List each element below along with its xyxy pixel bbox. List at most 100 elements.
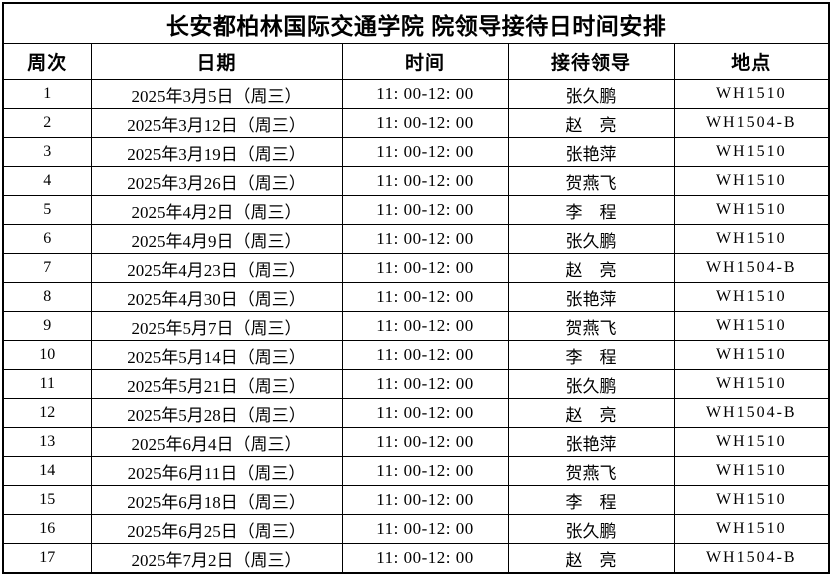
time-cell: 11: 00-12: 00 (341, 485, 509, 515)
table-header-row: 周次 日期 时间 接待领导 地点 (2, 43, 830, 80)
date-cell: 2025年3月26日（周三） (90, 166, 343, 196)
leader-cell: 张久鹏 (507, 224, 675, 254)
location-cell: WH1510 (673, 137, 830, 167)
time-cell: 11: 00-12: 00 (341, 398, 509, 428)
table-row: 8 2025年4月30日（周三） 11: 00-12: 00 张艳萍 WH151… (2, 282, 830, 312)
time-cell: 11: 00-12: 00 (341, 369, 509, 399)
table-row: 12 2025年5月28日（周三） 11: 00-12: 00 赵 亮 WH15… (2, 398, 830, 428)
date-cell: 2025年3月5日（周三） (90, 79, 343, 109)
week-cell: 17 (2, 543, 92, 574)
time-cell: 11: 00-12: 00 (341, 108, 509, 138)
leader-cell: 贺燕飞 (507, 456, 675, 486)
table-row: 15 2025年6月18日（周三） 11: 00-12: 00 李 程 WH15… (2, 485, 830, 515)
leader-cell: 赵 亮 (507, 253, 675, 283)
week-cell: 4 (2, 166, 92, 196)
time-cell: 11: 00-12: 00 (341, 456, 509, 486)
table-row: 10 2025年5月14日（周三） 11: 00-12: 00 李 程 WH15… (2, 340, 830, 370)
location-cell: WH1504-B (673, 543, 830, 574)
week-cell: 1 (2, 79, 92, 109)
table-row: 16 2025年6月25日（周三） 11: 00-12: 00 张久鹏 WH15… (2, 514, 830, 544)
location-cell: WH1504-B (673, 108, 830, 138)
week-cell: 14 (2, 456, 92, 486)
page-title: 长安都柏林国际交通学院 院领导接待日时间安排 (2, 2, 830, 44)
location-cell: WH1510 (673, 224, 830, 254)
time-cell: 11: 00-12: 00 (341, 311, 509, 341)
leader-cell: 张久鹏 (507, 514, 675, 544)
location-cell: WH1504-B (673, 398, 830, 428)
leader-cell: 赵 亮 (507, 543, 675, 574)
leader-cell: 李 程 (507, 195, 675, 225)
date-cell: 2025年4月2日（周三） (90, 195, 343, 225)
location-cell: WH1510 (673, 340, 830, 370)
table-row: 11 2025年5月21日（周三） 11: 00-12: 00 张久鹏 WH15… (2, 369, 830, 399)
date-cell: 2025年6月11日（周三） (90, 456, 343, 486)
location-cell: WH1510 (673, 485, 830, 515)
week-cell: 12 (2, 398, 92, 428)
table-row: 9 2025年5月7日（周三） 11: 00-12: 00 贺燕飞 WH1510 (2, 311, 830, 341)
table-row: 13 2025年6月4日（周三） 11: 00-12: 00 张艳萍 WH151… (2, 427, 830, 457)
table-row: 14 2025年6月11日（周三） 11: 00-12: 00 贺燕飞 WH15… (2, 456, 830, 486)
week-cell: 11 (2, 369, 92, 399)
date-cell: 2025年5月7日（周三） (90, 311, 343, 341)
table-body: 1 2025年3月5日（周三） 11: 00-12: 00 张久鹏 WH1510… (2, 79, 830, 574)
table-row: 6 2025年4月9日（周三） 11: 00-12: 00 张久鹏 WH1510 (2, 224, 830, 254)
date-cell: 2025年7月2日（周三） (90, 543, 343, 574)
time-cell: 11: 00-12: 00 (341, 427, 509, 457)
location-cell: WH1510 (673, 166, 830, 196)
table-row: 1 2025年3月5日（周三） 11: 00-12: 00 张久鹏 WH1510 (2, 79, 830, 109)
table-row: 5 2025年4月2日（周三） 11: 00-12: 00 李 程 WH1510 (2, 195, 830, 225)
leader-cell: 张艳萍 (507, 427, 675, 457)
time-cell: 11: 00-12: 00 (341, 282, 509, 312)
column-header-week: 周次 (2, 43, 92, 80)
week-cell: 5 (2, 195, 92, 225)
leader-cell: 贺燕飞 (507, 311, 675, 341)
leader-cell: 张久鹏 (507, 79, 675, 109)
week-cell: 10 (2, 340, 92, 370)
column-header-leader: 接待领导 (507, 43, 675, 80)
table-row: 7 2025年4月23日（周三） 11: 00-12: 00 赵 亮 WH150… (2, 253, 830, 283)
date-cell: 2025年6月4日（周三） (90, 427, 343, 457)
table-row: 2 2025年3月12日（周三） 11: 00-12: 00 赵 亮 WH150… (2, 108, 830, 138)
time-cell: 11: 00-12: 00 (341, 340, 509, 370)
date-cell: 2025年6月18日（周三） (90, 485, 343, 515)
time-cell: 11: 00-12: 00 (341, 543, 509, 574)
date-cell: 2025年5月28日（周三） (90, 398, 343, 428)
time-cell: 11: 00-12: 00 (341, 79, 509, 109)
leader-cell: 赵 亮 (507, 398, 675, 428)
location-cell: WH1510 (673, 514, 830, 544)
week-cell: 3 (2, 137, 92, 167)
location-cell: WH1510 (673, 456, 830, 486)
table-row: 3 2025年3月19日（周三） 11: 00-12: 00 张艳萍 WH151… (2, 137, 830, 167)
week-cell: 8 (2, 282, 92, 312)
leader-cell: 贺燕飞 (507, 166, 675, 196)
leader-cell: 张久鹏 (507, 369, 675, 399)
week-cell: 16 (2, 514, 92, 544)
time-cell: 11: 00-12: 00 (341, 195, 509, 225)
date-cell: 2025年4月9日（周三） (90, 224, 343, 254)
week-cell: 13 (2, 427, 92, 457)
location-cell: WH1510 (673, 79, 830, 109)
time-cell: 11: 00-12: 00 (341, 224, 509, 254)
week-cell: 7 (2, 253, 92, 283)
leader-cell: 张艳萍 (507, 282, 675, 312)
column-header-time: 时间 (341, 43, 509, 80)
time-cell: 11: 00-12: 00 (341, 253, 509, 283)
location-cell: WH1510 (673, 369, 830, 399)
date-cell: 2025年3月12日（周三） (90, 108, 343, 138)
table-row: 17 2025年7月2日（周三） 11: 00-12: 00 赵 亮 WH150… (2, 543, 830, 574)
week-cell: 2 (2, 108, 92, 138)
time-cell: 11: 00-12: 00 (341, 514, 509, 544)
column-header-location: 地点 (673, 43, 830, 80)
column-header-date: 日期 (90, 43, 343, 80)
location-cell: WH1510 (673, 195, 830, 225)
location-cell: WH1510 (673, 282, 830, 312)
leader-cell: 张艳萍 (507, 137, 675, 167)
location-cell: WH1510 (673, 311, 830, 341)
date-cell: 2025年3月19日（周三） (90, 137, 343, 167)
location-cell: WH1504-B (673, 253, 830, 283)
date-cell: 2025年5月14日（周三） (90, 340, 343, 370)
date-cell: 2025年4月30日（周三） (90, 282, 343, 312)
leader-cell: 李 程 (507, 340, 675, 370)
leader-cell: 李 程 (507, 485, 675, 515)
